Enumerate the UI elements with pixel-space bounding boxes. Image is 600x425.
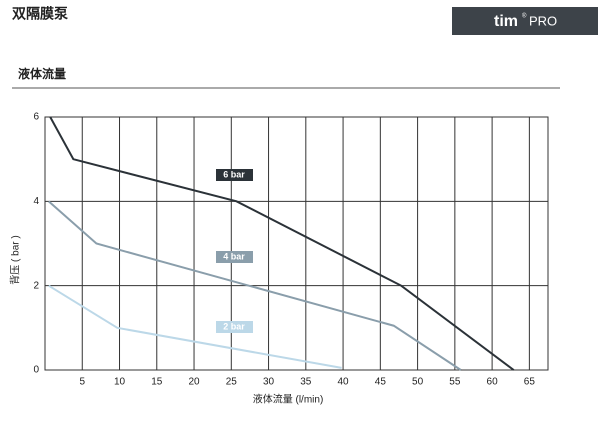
y-tick-label: 6 bbox=[33, 112, 39, 123]
series-label-box bbox=[216, 321, 253, 333]
series-label: 2 bar bbox=[223, 321, 245, 331]
series-label-box bbox=[216, 169, 253, 181]
x-tick-label: 15 bbox=[151, 377, 163, 388]
series-label-box bbox=[216, 251, 253, 263]
logo-box bbox=[452, 7, 598, 35]
chart-title: 液体流量 bbox=[18, 66, 66, 81]
series-line bbox=[49, 116, 515, 371]
y-axis-label: 背压 ( bar ) bbox=[9, 235, 22, 284]
logo-brand: tim bbox=[494, 13, 518, 30]
x-tick-label: 45 bbox=[375, 377, 387, 388]
y-tick-label: 0 bbox=[33, 365, 39, 376]
y-tick-label: 2 bbox=[33, 280, 39, 291]
x-tick-label: 20 bbox=[188, 377, 200, 388]
page-title: 双隔膜泵 bbox=[12, 6, 68, 22]
series-line bbox=[48, 284, 342, 369]
x-tick-label: 10 bbox=[114, 377, 126, 388]
y-tick-label: 4 bbox=[33, 196, 39, 207]
logo-product: PRO bbox=[529, 13, 557, 28]
x-tick-label: 50 bbox=[412, 377, 424, 388]
x-tick-label: 35 bbox=[300, 377, 312, 388]
x-tick-label: 30 bbox=[263, 377, 275, 388]
x-tick-label: 60 bbox=[487, 377, 499, 388]
logo-mark: ® bbox=[522, 13, 527, 20]
x-tick-label: 5 bbox=[79, 377, 85, 388]
x-tick-label: 65 bbox=[524, 377, 536, 388]
x-tick-label: 55 bbox=[449, 377, 461, 388]
series-label: 6 bar bbox=[223, 169, 245, 179]
plot-frame bbox=[44, 116, 549, 371]
x-axis-label: 液体流量 (l/min) bbox=[253, 393, 324, 406]
series-label: 4 bar bbox=[223, 251, 245, 261]
x-tick-label: 40 bbox=[338, 377, 350, 388]
x-tick-label: 25 bbox=[226, 377, 238, 388]
series-line bbox=[48, 200, 462, 371]
